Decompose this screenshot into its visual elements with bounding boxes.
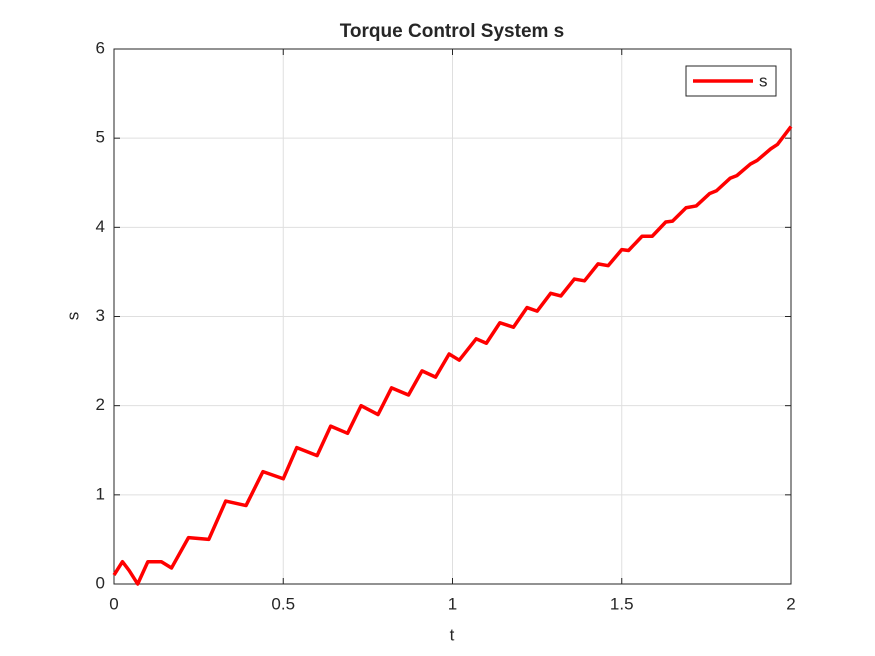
y-tick-label: 4 <box>96 217 105 236</box>
data-line <box>112 125 793 586</box>
chart-title: Torque Control System s <box>340 21 565 42</box>
x-tick-label: 0.5 <box>271 594 295 613</box>
y-axis-label: s <box>63 312 82 321</box>
y-tick-label: 3 <box>96 306 105 325</box>
y-tick-label: 6 <box>96 38 105 57</box>
x-tick-label: 0 <box>109 594 118 613</box>
x-axis-label: t <box>450 625 455 644</box>
axes-box <box>113 48 792 585</box>
x-tick-label: 2 <box>786 594 795 613</box>
legend-label: s <box>759 71 768 90</box>
y-tick-label: 2 <box>96 395 105 414</box>
y-tick-label: 0 <box>96 573 105 592</box>
y-tick-label: 5 <box>96 128 105 147</box>
x-tick-label: 1.5 <box>610 594 634 613</box>
y-tick-label: 1 <box>96 484 105 503</box>
x-tick-label: 1 <box>448 594 457 613</box>
